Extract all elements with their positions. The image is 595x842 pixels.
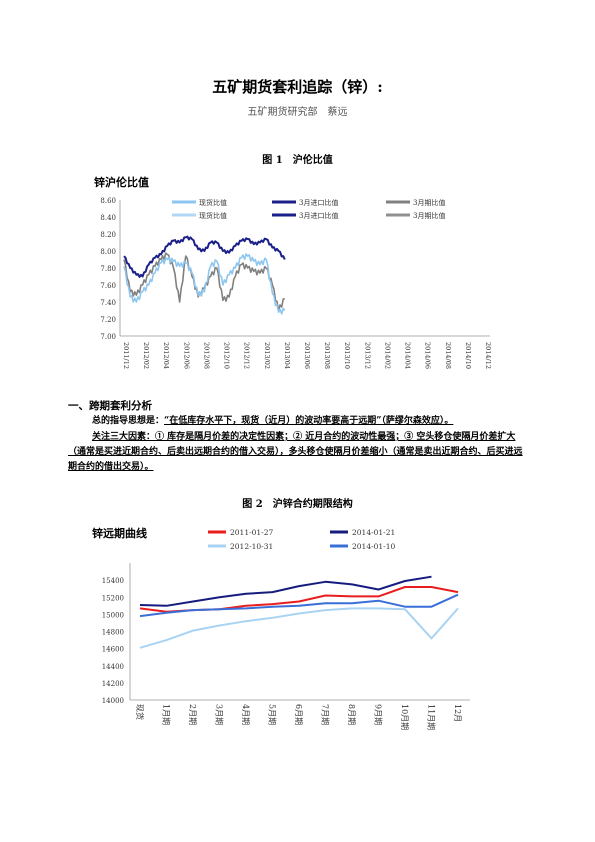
figure-1-caption: 图 1 沪伦比值 (262, 155, 333, 166)
series-line (123, 235, 286, 278)
x-tick-label: 2014/04 (404, 342, 412, 369)
y-tick-label: 14800 (102, 629, 124, 637)
y-tick-label: 14400 (102, 663, 124, 671)
legend-label: 现货比值 (199, 211, 227, 220)
x-tick-label: 2012/10 (223, 342, 231, 369)
x-tick-label: 2013/12 (363, 342, 371, 369)
legend: 2011-01-27 2014-01-21 2012-10-31 2014-01-10 (208, 528, 395, 551)
y-tick-label: 7.20 (100, 316, 116, 324)
x-tick-label: 2月期 (188, 704, 197, 725)
x-tick-label: 10月期 (400, 704, 409, 730)
y-tick-label: 8.00 (100, 248, 116, 256)
document-author: 五矿期货研究部 蔡远 (247, 107, 348, 118)
x-tick-label: 5月期 (268, 704, 277, 725)
x-tick-label: 2013/02 (263, 342, 271, 369)
paragraph-prefix: 总的指导思想是： (92, 416, 165, 426)
legend-label: 3月进口比值 (299, 211, 338, 220)
section-heading: 一、跨期套利分析 (68, 400, 152, 412)
figure-2-caption: 图 2 沪锌合约期限结构 (242, 499, 353, 510)
legend-label: 3月期比值 (413, 198, 445, 207)
chart-title: 锌远期曲线 (92, 526, 147, 540)
x-tick-label: 2013/06 (303, 342, 311, 369)
series-line (139, 586, 459, 613)
x-tick-label: 2013/04 (283, 342, 291, 369)
x-tick-label: 2013/08 (323, 342, 331, 369)
x-tick-label: 2014/02 (383, 342, 391, 369)
legend-label: 2014-01-21 (352, 528, 395, 537)
x-tick-label: 4月期 (241, 704, 250, 725)
x-tick-label: 2012/08 (202, 342, 210, 369)
figure-1-chart: 锌沪伦比值 8.60 8.40 8.20 8.00 7.80 7.60 7.40 7.20 7.… (94, 175, 492, 369)
x-tick-label: 2014/06 (424, 342, 432, 369)
x-tick-label: 6月期 (294, 704, 303, 725)
y-tick-label: 7.80 (100, 265, 116, 273)
y-tick-label: 14600 (102, 646, 124, 654)
chart-title: 锌沪伦比值 (94, 175, 149, 189)
series-line (139, 593, 459, 618)
y-tick-label: 14200 (102, 680, 124, 688)
y-tick-labels: 8.60 8.40 8.20 8.00 7.80 7.60 7.40 7.20 7.00 (100, 197, 116, 341)
y-tick-label: 8.40 (100, 214, 116, 222)
series-lines (139, 575, 459, 649)
y-tick-label: 15400 (102, 577, 124, 585)
x-tick-label: 2011/12 (122, 342, 130, 369)
series-line (139, 607, 459, 649)
legend-label: 2012-10-31 (230, 542, 273, 551)
x-tick-label: 2012/04 (162, 342, 170, 369)
legend-label: 3月进口比值 (299, 198, 338, 207)
y-tick-label: 7.00 (100, 333, 116, 341)
x-tick-label: 2014/10 (464, 342, 472, 369)
legend-label: 2014-01-10 (352, 542, 395, 551)
series-lines (123, 235, 286, 315)
paragraph-guiding-principle: 总的指导思想是：“在低库存水平下，现货（近月）的波动率要高于远期”（萨缪尔森效应… (68, 414, 524, 429)
x-tick-labels: 2011/12 2012/02 2012/04 2012/06 2012/08 2012/… (122, 342, 492, 369)
x-tick-label: 3月期 (215, 704, 224, 725)
x-tick-label: 2013/10 (343, 342, 351, 369)
x-tick-label: 2012/12 (243, 342, 251, 369)
document-title: 五矿期货套利追踪（锌）: (212, 78, 383, 96)
paragraph-emphasis: “在低库存水平下，现货（近月）的波动率要高于远期”（萨缪尔森效应）。 (164, 416, 454, 426)
figure-2-chart: 锌远期曲线 15400 15200 15000 14800 14600 14400 1420… (92, 526, 470, 730)
x-tick-label: 1月期 (162, 704, 171, 725)
x-tick-label: 2014/12 (484, 342, 492, 369)
x-tick-label: 11月期 (427, 704, 436, 730)
x-tick-label: 7月期 (321, 704, 330, 725)
x-tick-label: 9月期 (374, 704, 383, 725)
legend-label: 3月期比值 (413, 211, 445, 220)
x-tick-labels: 现货 1月期 2月期 3月期 4月期 5月期 6月期 7月期 8月期 9月期 10月期 11月期 12月 (135, 704, 462, 730)
x-tick-label: 8月期 (347, 704, 356, 725)
paragraph-three-factors: 关注三大因素：① 库存是隔月价差的决定性因素；② 近月合约的波动性最强；③ 空头… (68, 430, 524, 475)
y-tick-labels: 15400 15200 15000 14800 14600 14400 14200 14000 (102, 577, 124, 705)
y-tick-label: 7.40 (100, 299, 116, 307)
x-tick-label: 12月 (453, 704, 462, 722)
y-tick-label: 8.20 (100, 231, 116, 239)
legend-label: 现货比值 (199, 198, 227, 207)
series-line (139, 575, 432, 607)
x-tick-label: 2012/02 (142, 342, 150, 369)
y-tick-label: 15200 (102, 594, 124, 602)
y-tick-label: 8.60 (100, 197, 116, 205)
paragraph-text: 关注三大因素：① 库存是隔月价差的决定性因素；② 近月合约的波动性最强；③ 空头… (68, 432, 523, 472)
y-tick-label: 14000 (102, 697, 124, 705)
y-tick-label: 7.60 (100, 282, 116, 290)
series-line (123, 253, 286, 315)
x-tick-label: 现货 (135, 704, 145, 720)
x-tick-label: 2012/06 (182, 342, 190, 369)
y-tick-label: 15000 (102, 611, 124, 619)
legend-label: 2011-01-27 (230, 528, 273, 537)
x-tick-label: 2014/08 (444, 342, 452, 369)
